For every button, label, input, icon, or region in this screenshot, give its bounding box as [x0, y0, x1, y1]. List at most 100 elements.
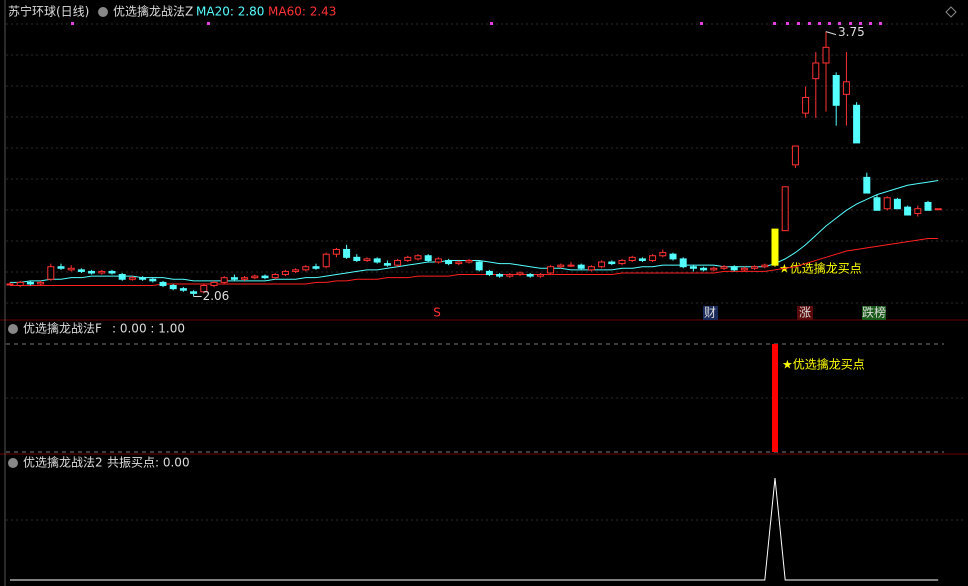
- signal-bar: [772, 344, 778, 452]
- candle-body: [6, 283, 14, 286]
- candle-body: [98, 270, 106, 274]
- panel-title: 优选擒龙战法2: [23, 455, 103, 470]
- candle-body: [547, 266, 555, 274]
- candle-body: [587, 266, 595, 271]
- candle-body: [424, 255, 432, 261]
- event-tag: 跌榜: [862, 305, 886, 320]
- panel-title: 优选擒龙战法F: [23, 321, 102, 336]
- candle-body: [230, 277, 238, 280]
- settings-icon[interactable]: [945, 6, 957, 18]
- candle-body: [179, 288, 187, 291]
- candle-body: [873, 197, 881, 211]
- candle-body: [526, 274, 534, 277]
- candle-body: [363, 258, 371, 261]
- candle-body: [414, 255, 422, 260]
- event-tag-box: [703, 306, 718, 320]
- candle-body: [904, 206, 912, 216]
- candle-body: [608, 261, 616, 265]
- candle-body: [710, 267, 718, 271]
- candle-body: [383, 263, 391, 266]
- candle-body: [618, 259, 626, 265]
- candle-body: [853, 104, 861, 144]
- candle-body: [434, 258, 442, 263]
- candle-body: [485, 270, 493, 276]
- candle-body: [343, 248, 351, 258]
- min-label: 2.06: [203, 289, 230, 303]
- candle-body: [77, 269, 85, 272]
- signal-text: ★优选擒龙买点: [779, 261, 862, 276]
- candle-body: [638, 258, 646, 261]
- candle-body: [924, 201, 932, 211]
- candle-body: [730, 266, 738, 271]
- candle-body: [791, 145, 799, 166]
- candle-body: [496, 274, 504, 277]
- signal-text: ★优选擒龙买点: [782, 357, 865, 372]
- candle-body: [332, 248, 340, 255]
- collapse-icon[interactable]: [8, 458, 18, 468]
- candle-body: [669, 253, 677, 260]
- candle-body: [394, 259, 402, 266]
- candle-body: [914, 208, 922, 214]
- candle-body: [149, 278, 157, 282]
- ma60-label: MA60: 2.43: [268, 5, 336, 19]
- candle-body: [353, 256, 361, 261]
- chart-title: 苏宁环球(日线): [8, 4, 89, 19]
- candle-body: [679, 258, 687, 268]
- candle-body: [261, 275, 269, 279]
- event-tag: 财: [704, 306, 716, 320]
- candle-body: [67, 267, 75, 271]
- candle-body: [210, 281, 218, 287]
- candle-body: [822, 46, 830, 64]
- max-label: 3.75: [838, 25, 865, 39]
- signal-line: [10, 477, 939, 581]
- candle-body: [200, 285, 208, 293]
- candle-body: [16, 281, 24, 287]
- candle-body: [812, 62, 820, 80]
- candle-body: [883, 197, 891, 210]
- candle-body: [893, 198, 901, 210]
- candle-body: [373, 258, 381, 263]
- candle-body: [751, 266, 759, 269]
- candle-body: [292, 269, 300, 272]
- candle-body: [781, 186, 789, 232]
- candle-body: [475, 261, 483, 271]
- candle-body: [536, 274, 544, 277]
- candle-body: [128, 277, 136, 280]
- indicator-name: 优选擒龙战法Z: [113, 4, 193, 19]
- candle-body: [720, 266, 728, 269]
- panel-readout: 共振买点: 0.00: [107, 456, 190, 470]
- candle-body: [934, 208, 942, 211]
- candle-body: [771, 228, 779, 266]
- candle-body: [689, 266, 697, 269]
- collapse-icon[interactable]: [98, 7, 108, 17]
- candle-body: [241, 277, 249, 280]
- candle-body: [761, 264, 769, 268]
- candle-body: [26, 281, 34, 285]
- event-tag-box: [862, 306, 886, 320]
- candle-body: [169, 285, 177, 290]
- candle-body: [251, 275, 259, 279]
- candle-body: [455, 261, 463, 265]
- max-pointer: [825, 31, 837, 36]
- candle-body: [322, 253, 330, 268]
- candle-body: [577, 264, 585, 269]
- candle-body: [863, 176, 871, 194]
- candle-body: [557, 264, 565, 268]
- candle-body: [312, 266, 320, 269]
- candle-body: [404, 256, 412, 261]
- candle-body: [832, 75, 840, 106]
- candle-body: [465, 259, 473, 263]
- candle-body: [628, 256, 636, 261]
- candle-body: [281, 270, 289, 276]
- candle-body: [802, 96, 810, 114]
- collapse-icon[interactable]: [8, 324, 18, 334]
- candle-body: [740, 267, 748, 271]
- signal-dots: [71, 22, 882, 25]
- candle-body: [139, 277, 147, 280]
- candle-body: [516, 272, 524, 276]
- event-tag: 涨: [799, 305, 811, 320]
- candle-body: [659, 252, 667, 257]
- candle-body: [842, 81, 850, 95]
- candle-body: [37, 281, 45, 285]
